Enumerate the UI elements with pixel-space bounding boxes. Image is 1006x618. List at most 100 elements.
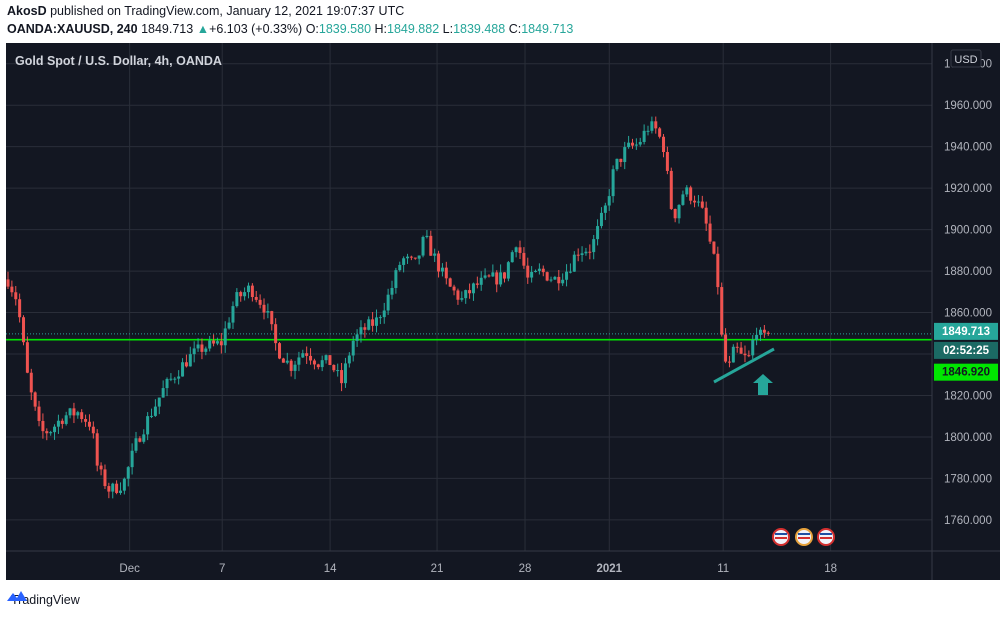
candle-body — [49, 432, 53, 434]
candle-body — [394, 270, 398, 288]
price-tick-label: 1940.000 — [944, 142, 992, 154]
candle-body — [662, 136, 666, 153]
candle-body — [332, 365, 336, 371]
candle-body — [351, 340, 355, 356]
candle-body — [646, 130, 650, 132]
close-value: 1849.713 — [521, 22, 574, 36]
candle-body — [173, 378, 177, 380]
us-flag-icon[interactable] — [817, 528, 835, 546]
countdown-tag — [934, 341, 998, 359]
chart-area[interactable]: 1760.0001780.0001800.0001820.0001840.000… — [6, 43, 1000, 580]
candle-body — [549, 279, 553, 281]
candle-body — [440, 267, 444, 272]
candle-body — [130, 450, 134, 468]
time-axis[interactable]: Dec 7 14 21 28 2021 11 18 — [119, 563, 837, 575]
candle-body — [720, 287, 724, 335]
candle-body — [696, 201, 700, 203]
candle-body — [568, 271, 572, 273]
candle-body — [320, 360, 324, 368]
candle-body — [747, 355, 751, 357]
high-value: 1849.882 — [387, 22, 440, 36]
up-arrow-icon[interactable] — [753, 374, 773, 395]
candle-body — [471, 283, 475, 294]
candle-body — [181, 362, 185, 377]
candle-body — [355, 334, 359, 341]
candle-body — [281, 358, 285, 363]
candle-body — [41, 420, 45, 432]
drawings[interactable] — [713, 347, 775, 395]
candle-body — [274, 324, 278, 344]
candle-body — [634, 144, 638, 146]
candle-body — [18, 299, 22, 318]
price-tick-label: 1820.000 — [944, 390, 992, 402]
candle-body — [289, 360, 293, 371]
publisher-name: AkosD — [7, 4, 47, 18]
candle-body — [421, 236, 425, 256]
price-tick-label: 1800.000 — [944, 432, 992, 444]
price-tick-label: 1760.000 — [944, 515, 992, 527]
candle-body — [37, 406, 41, 421]
candle-body — [561, 279, 565, 284]
candle-body — [475, 283, 479, 285]
tradingview-logo[interactable]: TradingView — [6, 590, 80, 610]
candle-body — [406, 256, 410, 259]
candle-body — [724, 334, 728, 362]
price-axis[interactable]: 1760.0001780.0001800.0001820.0001840.000… — [944, 59, 992, 527]
candle-body — [367, 319, 371, 330]
candle-body — [126, 467, 130, 479]
price-tick-label: 1920.000 — [944, 183, 992, 195]
change-up-icon: ▲ — [196, 22, 210, 36]
candle-body — [246, 285, 250, 293]
currency-badge[interactable]: USD — [950, 49, 982, 68]
candle-body — [340, 370, 344, 384]
us-flag-icon[interactable] — [795, 528, 813, 546]
us-flag-icon[interactable] — [772, 528, 790, 546]
candle-body — [87, 421, 91, 427]
candle-body — [537, 268, 541, 271]
candle-body — [735, 346, 739, 348]
tradingview-logo-icon — [7, 591, 27, 601]
horizontal-line[interactable] — [6, 333, 932, 341]
candle-body — [53, 426, 57, 433]
candle-body — [169, 378, 173, 380]
time-tick-label: 11 — [717, 563, 729, 575]
ohlc-bar: OANDA:XAUUSD, 240 1849.713 ▲+6.103 (+0.3… — [7, 22, 573, 36]
last-price: 1849.713 — [141, 22, 194, 36]
candle-body — [200, 344, 204, 352]
candlestick-chart[interactable]: 1760.0001780.0001800.0001820.0001840.000… — [6, 43, 1000, 580]
candle-body — [689, 187, 693, 201]
candle-body — [553, 276, 557, 280]
candle-body — [429, 235, 433, 256]
candle-body — [285, 360, 289, 363]
candle-body — [727, 361, 731, 363]
candle-body — [278, 343, 282, 359]
candle-body — [115, 483, 119, 493]
candle-body — [371, 319, 375, 326]
economic-events[interactable] — [772, 528, 835, 546]
candles — [6, 116, 770, 499]
candle-body — [596, 226, 600, 240]
candle-body — [336, 370, 340, 372]
candle-body — [343, 363, 347, 384]
candle-body — [382, 310, 386, 318]
trend-line[interactable] — [713, 347, 775, 384]
candle-body — [107, 486, 111, 492]
candle-body — [693, 200, 697, 203]
candle-body — [615, 158, 619, 170]
candle-body — [103, 469, 107, 487]
candle-body — [33, 392, 37, 407]
candle-body — [681, 194, 685, 205]
time-tick-label: 28 — [519, 563, 532, 575]
high-label: H: — [374, 22, 388, 36]
candle-body — [460, 298, 464, 300]
candle-body — [409, 256, 413, 258]
chart-title: Gold Spot / U.S. Dollar, 4h, OANDA — [15, 54, 222, 68]
candle-body — [677, 204, 681, 219]
candle-body — [448, 278, 452, 287]
candle-body — [487, 275, 491, 277]
candle-body — [223, 328, 227, 346]
candle-body — [235, 292, 239, 307]
candle-body — [402, 258, 406, 265]
candle-body — [417, 255, 421, 259]
candle-body — [712, 241, 716, 254]
